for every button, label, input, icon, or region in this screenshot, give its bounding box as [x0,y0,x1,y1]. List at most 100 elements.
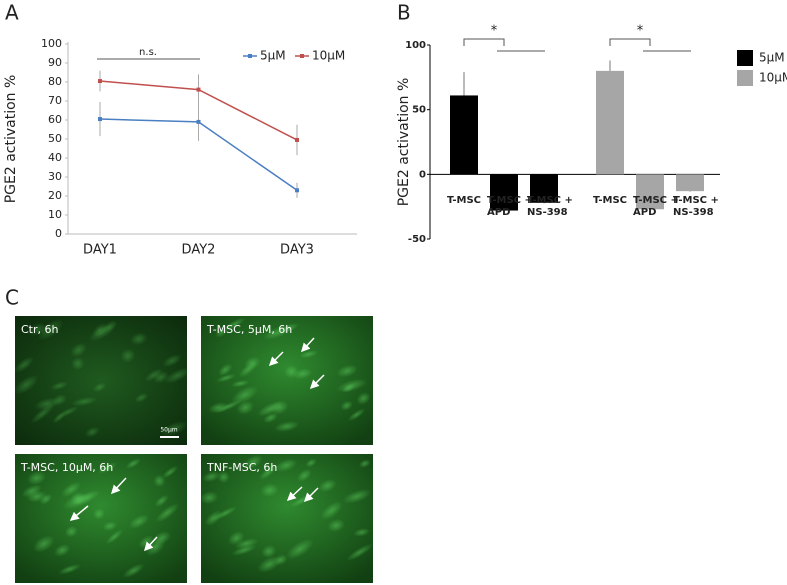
cell [340,400,353,411]
legend-marker [248,54,252,58]
micrograph-label: T-MSC, 5µM, 6h [206,323,292,336]
point [98,117,102,122]
cell [243,454,263,470]
cell [318,479,337,493]
arrow [300,337,315,353]
y-tick-label: 0 [55,227,62,240]
annotation: * [637,24,644,39]
cell [261,544,277,558]
y-tick-label: 70 [48,94,62,107]
cell [257,556,282,573]
y-axis-label: PGE2 activation % [396,78,412,207]
cell [200,491,219,505]
cell [228,531,245,546]
category-label: T-MSC + NS-398 [527,195,573,218]
cell [286,538,314,560]
cell [216,373,236,383]
cell [202,471,221,483]
legend-marker [300,54,304,58]
micrograph-label: TNF-MSC, 6h [206,461,277,474]
cell [27,322,47,336]
cell [305,458,317,468]
cell [257,401,283,417]
cell [244,356,261,370]
annotation: * [491,24,498,39]
legend-label: 5µM [759,51,785,65]
cell [71,356,85,371]
cell [279,323,299,333]
y-tick-label: -50 [408,234,426,245]
cell [152,531,171,545]
cell [284,364,299,379]
arrow [69,505,89,521]
cell [346,543,373,561]
cell [102,521,117,531]
point [295,137,299,142]
cell [125,458,141,469]
panel-letter: C [5,286,19,310]
point [98,79,102,84]
cell [296,468,312,482]
y-tick-label: 40 [48,151,62,164]
category-label: T-MSC [447,195,481,206]
x-tick-label: DAY1 [83,243,117,258]
y-tick-label: 30 [48,170,62,183]
cell [204,510,223,526]
panel-letter: A [5,1,19,25]
legend-label: 5µM [260,49,286,63]
bracket [609,38,651,46]
micrograph-label: T-MSC, 10µM, 6h [20,461,113,474]
cell [164,367,191,384]
category-label: T-MSC + APD [633,195,679,218]
cell [299,350,319,359]
bracket [463,38,505,46]
cell [64,525,78,538]
cell [231,380,250,388]
cell [153,474,166,488]
y-axis-label: PGE2 activation % [3,75,19,204]
bar [490,174,518,211]
cell [259,464,278,481]
cell [215,325,229,338]
cell [134,392,149,403]
cell [39,493,53,505]
cell [275,458,298,473]
cell [358,459,371,468]
arrow [303,487,319,503]
cell [162,354,182,368]
cell [236,400,255,415]
cell [162,465,179,479]
legend-swatch [737,70,753,86]
cell [336,364,358,378]
cell [97,462,118,474]
cell [120,348,136,363]
cell [105,529,124,545]
y-tick-label: 80 [48,75,62,88]
y-tick-label: 100 [405,40,426,51]
cell [14,374,39,395]
cell [37,318,64,341]
x-tick-label: DAY2 [182,243,216,258]
cell [27,470,47,486]
y-tick-label: 60 [48,113,62,126]
category-label: T-MSC [593,195,627,206]
cell [342,489,372,504]
arrow [286,486,303,502]
legend-label: 10µM [312,49,345,63]
y-tick-label: 50 [412,105,426,116]
bar [636,174,664,210]
cell [21,484,43,498]
cell [231,544,257,556]
legend-swatch [737,50,753,66]
cell [70,342,87,358]
y-tick-label: 0 [419,169,426,180]
cell [50,381,69,391]
cell [274,421,300,432]
cell [160,421,188,437]
cell [353,528,370,537]
micrograph-label: Ctr, 6h [21,323,59,336]
arrow [110,477,127,495]
y-tick-label: 20 [48,189,62,202]
